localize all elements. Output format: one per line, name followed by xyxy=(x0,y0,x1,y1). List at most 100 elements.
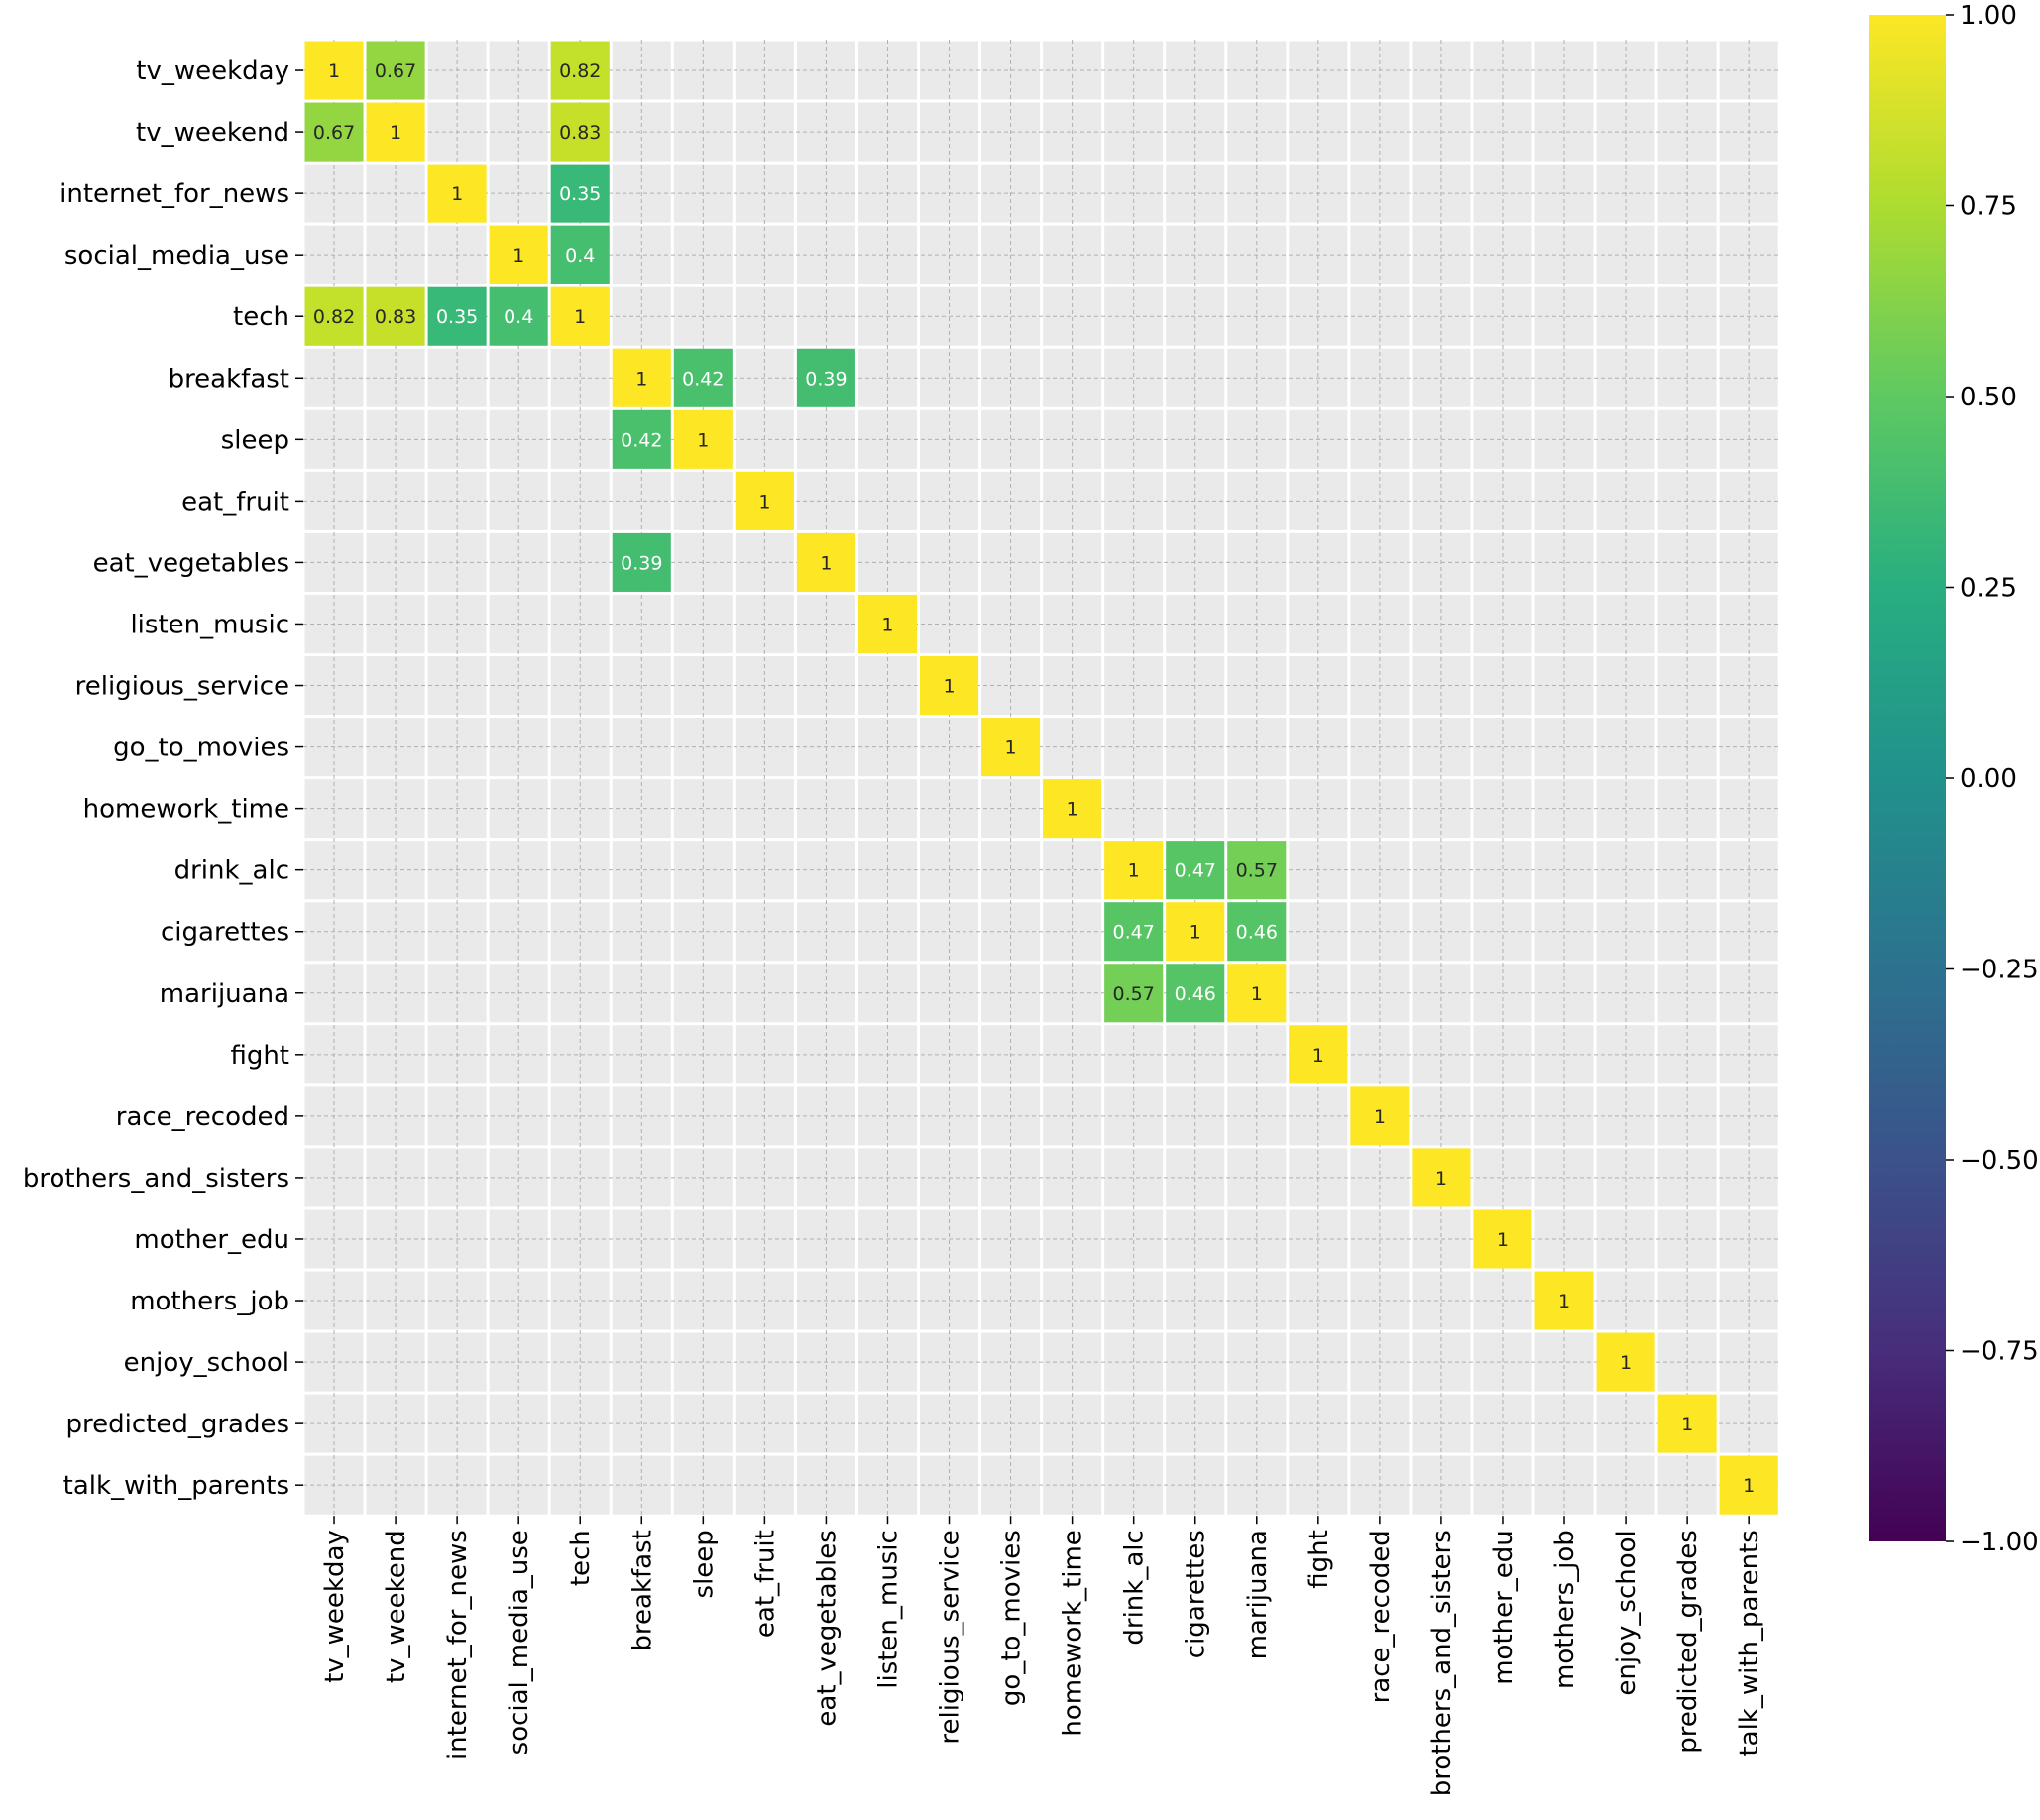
cell-value-label: 1 xyxy=(451,183,463,205)
heatmap-cell xyxy=(1166,841,1225,900)
row-labels: tv_weekday tv_weekend internet_for_newssoc… xyxy=(23,57,303,1501)
row-label: breakfast xyxy=(169,364,289,394)
column-label: go_to_movies xyxy=(997,1530,1027,1706)
heatmap-cell xyxy=(673,409,733,469)
cell-value-label: 1 xyxy=(697,429,709,451)
cell-value-label: 1 xyxy=(1312,1045,1324,1067)
heatmap-cell xyxy=(1166,902,1225,962)
cell-value-label: 0.47 xyxy=(1175,860,1216,882)
colorbar-tick-label: 0.75 xyxy=(1960,192,2017,222)
row-label: cigarettes xyxy=(161,918,289,948)
column-label: mothers_job xyxy=(1550,1530,1580,1689)
column-label: enjoy_school xyxy=(1612,1530,1642,1695)
cell-value-label: 1 xyxy=(635,368,647,390)
row-label: talk_with_parents xyxy=(63,1471,289,1501)
column-labels: tv_weekday tv_weekend internet_for_news soc… xyxy=(320,1516,1764,1796)
colorbar-tick-label: 0.50 xyxy=(1960,383,2017,412)
column-label: tv_weekend xyxy=(382,1530,411,1683)
heatmap-cell xyxy=(1350,1086,1410,1146)
heatmap-cell xyxy=(304,41,364,100)
cell-value-label: 0.83 xyxy=(375,306,416,328)
cell-value-label: 1 xyxy=(1743,1475,1755,1497)
heatmap-cell xyxy=(1289,1025,1348,1084)
colorbar-tick-label: −1.00 xyxy=(1960,1528,2039,1557)
heatmap-cell xyxy=(735,471,794,530)
heatmap-cell xyxy=(1043,779,1102,839)
row-label: homework_time xyxy=(83,795,289,825)
heatmap-cells: 1 0.67 0.82 0.67 1 0.83 1 0.35 1 0.4 0.82 0.83 0.35 0… xyxy=(304,41,1778,1515)
row-label: social_media_use xyxy=(64,241,289,271)
row-label: enjoy_school xyxy=(124,1348,289,1378)
colorbar-tick-label: 1.00 xyxy=(1960,1,2017,31)
column-label: brothers_and_sisters xyxy=(1427,1530,1457,1796)
cell-value-label: 1 xyxy=(574,306,586,328)
heatmap-cell xyxy=(1227,964,1287,1023)
heatmap-cell xyxy=(920,656,979,716)
cell-value-label: 0.4 xyxy=(504,306,533,328)
row-label: mothers_job xyxy=(130,1287,289,1316)
row-label: eat_vegetables xyxy=(93,548,289,578)
heatmap-cell xyxy=(1104,964,1164,1023)
column-label: cigarettes xyxy=(1182,1530,1211,1658)
row-label: eat_fruit xyxy=(181,487,289,516)
cell-value-label: 0.47 xyxy=(1113,922,1155,944)
cell-value-label: 1 xyxy=(1374,1106,1386,1128)
row-label: predicted_grades xyxy=(65,1410,289,1439)
row-label: tech xyxy=(233,302,289,332)
column-label: mother_edu xyxy=(1489,1530,1519,1685)
heatmap-cell xyxy=(612,409,671,469)
row-label: race_recoded xyxy=(116,1102,289,1132)
heatmap-cell xyxy=(427,164,487,223)
cell-value-label: 1 xyxy=(758,491,770,512)
cell-value-label: 0.82 xyxy=(559,60,601,82)
heatmap-cell xyxy=(1473,1209,1532,1269)
row-label: marijuana xyxy=(160,979,289,1009)
heatmap-cell xyxy=(1104,902,1164,962)
heatmap-cell xyxy=(1412,1148,1471,1207)
cell-value-label: 1 xyxy=(1005,738,1017,759)
row-label: go_to_movies xyxy=(113,734,289,763)
row-label: mother_edu xyxy=(134,1225,289,1255)
column-label: listen_music xyxy=(873,1530,903,1689)
column-label: sleep xyxy=(689,1530,719,1598)
heatmap-cell xyxy=(1227,841,1287,900)
cell-value-label: 1 xyxy=(328,60,340,82)
cell-value-label: 1 xyxy=(1681,1414,1693,1435)
colorbar-tick-label: 0.00 xyxy=(1960,764,2017,794)
colorbar-gradient xyxy=(1869,15,1946,1541)
row-label: internet_for_news xyxy=(59,179,289,209)
cell-value-label: 1 xyxy=(881,614,893,635)
grid-lines xyxy=(301,38,1781,1518)
heatmap-cell xyxy=(550,41,610,100)
heatmap-cell xyxy=(304,102,364,162)
cell-value-label: 0.39 xyxy=(805,368,847,390)
column-label: fight xyxy=(1304,1530,1334,1589)
column-label: breakfast xyxy=(627,1530,657,1650)
column-label: tv_weekday xyxy=(320,1530,350,1683)
cell-value-label: 1 xyxy=(1435,1168,1447,1190)
heatmap-cell xyxy=(550,164,610,223)
row-label: drink_alc xyxy=(174,856,289,886)
cell-value-label: 0.39 xyxy=(621,552,662,574)
heatmap-cell xyxy=(304,286,364,346)
heatmap-cell xyxy=(796,348,855,407)
heatmap-cell xyxy=(489,225,548,284)
heatmap-cell xyxy=(1534,1271,1594,1330)
cell-value-label: 0.82 xyxy=(313,306,355,328)
cell-value-label: 0.4 xyxy=(565,245,595,267)
heatmap-cell xyxy=(857,594,917,653)
heatmap-cell xyxy=(489,286,548,346)
colorbar-tick-label: −0.75 xyxy=(1960,1337,2039,1367)
cell-value-label: 1 xyxy=(1497,1229,1509,1251)
column-label: religious_service xyxy=(936,1530,965,1744)
column-label: talk_with_parents xyxy=(1735,1530,1764,1756)
heatmap-cell xyxy=(981,718,1041,777)
cell-value-label: 0.35 xyxy=(559,183,601,205)
cell-value-label: 1 xyxy=(1128,860,1140,882)
row-label: brothers_and_sisters xyxy=(23,1164,289,1194)
cell-value-label: 0.67 xyxy=(375,60,416,82)
colorbar-tick-label: 0.25 xyxy=(1960,574,2017,604)
row-label: listen_music xyxy=(130,610,289,639)
cell-value-label: 0.57 xyxy=(1236,860,1278,882)
